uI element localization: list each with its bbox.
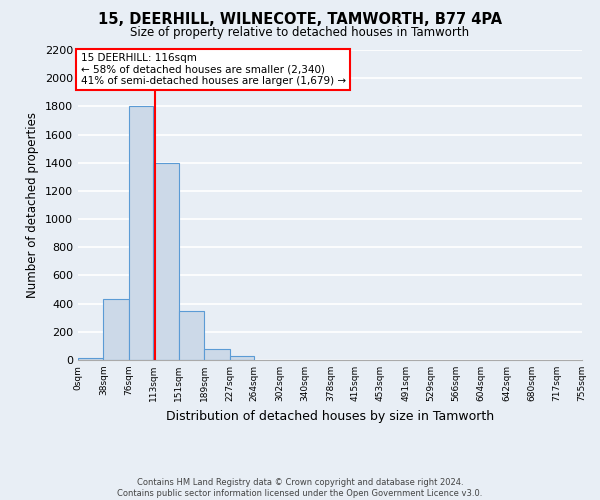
Bar xyxy=(154,162,179,360)
Bar xyxy=(230,356,254,360)
Bar xyxy=(129,106,154,360)
Bar xyxy=(103,300,129,360)
Bar xyxy=(204,350,230,360)
Bar xyxy=(78,358,103,360)
Text: 15, DEERHILL, WILNECOTE, TAMWORTH, B77 4PA: 15, DEERHILL, WILNECOTE, TAMWORTH, B77 4… xyxy=(98,12,502,28)
Bar xyxy=(179,310,204,360)
Y-axis label: Number of detached properties: Number of detached properties xyxy=(26,112,40,298)
Text: 15 DEERHILL: 116sqm
← 58% of detached houses are smaller (2,340)
41% of semi-det: 15 DEERHILL: 116sqm ← 58% of detached ho… xyxy=(80,53,346,86)
Text: Contains HM Land Registry data © Crown copyright and database right 2024.
Contai: Contains HM Land Registry data © Crown c… xyxy=(118,478,482,498)
X-axis label: Distribution of detached houses by size in Tamworth: Distribution of detached houses by size … xyxy=(166,410,494,422)
Text: Size of property relative to detached houses in Tamworth: Size of property relative to detached ho… xyxy=(130,26,470,39)
